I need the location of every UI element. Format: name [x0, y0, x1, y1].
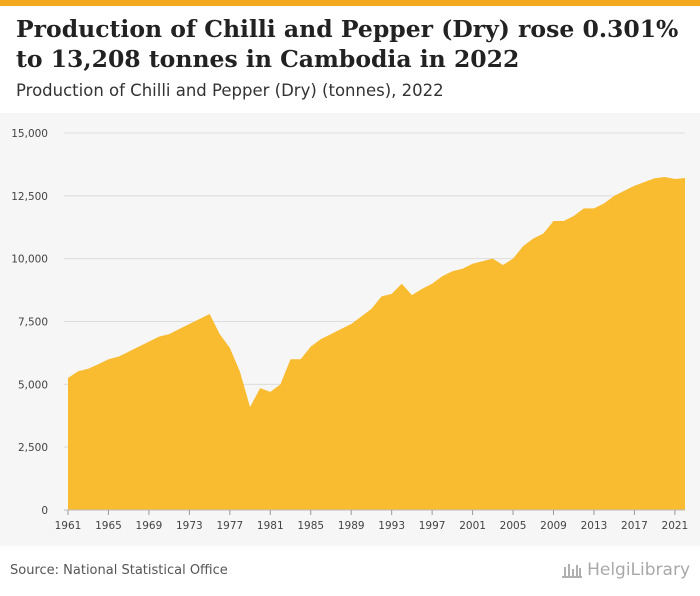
area-chart: 0 2,500 5,000 7,500 10,000 12,500 15,000 1961 19…	[11, 128, 689, 532]
series-area	[68, 176, 685, 510]
logo-text: HelgiLibrary	[587, 560, 690, 580]
x-tick-label: 2017	[621, 520, 648, 532]
y-tick-label: 15,000	[11, 128, 48, 140]
x-tick-label: 1961	[55, 520, 82, 532]
x-tick-label: 1977	[216, 520, 243, 532]
helgi-library-logo: HelgiLibrary	[561, 560, 690, 580]
x-tick-label: 2001	[459, 520, 486, 532]
x-tick-label: 1989	[338, 520, 365, 532]
x-tick-label: 2009	[540, 520, 567, 532]
top-accent-bar	[0, 0, 700, 6]
x-tick-label: 1969	[136, 520, 163, 532]
y-tick-label: 0	[41, 505, 48, 517]
x-tick-label: 2021	[662, 520, 689, 532]
y-tick-label: 10,000	[11, 254, 48, 266]
x-tick-label: 2013	[581, 520, 608, 532]
x-tick-label: 2005	[500, 520, 527, 532]
x-tick-label: 1973	[176, 520, 203, 532]
chart-area: 0 2,500 5,000 7,500 10,000 12,500 15,000 1961 19…	[0, 113, 700, 546]
x-tick-label: 1985	[297, 520, 324, 532]
chart-subtitle: Production of Chilli and Pepper (Dry) (t…	[16, 81, 444, 100]
x-tick-label: 1965	[95, 520, 122, 532]
y-tick-label: 12,500	[11, 191, 48, 203]
source-note: Source: National Statistical Office	[10, 563, 228, 578]
library-building-icon	[562, 564, 583, 578]
y-tick-label: 7,500	[18, 317, 48, 329]
x-tick-label: 1997	[419, 520, 446, 532]
x-tick-label: 1993	[378, 520, 405, 532]
chart-title: Production of Chilli and Pepper (Dry) ro…	[16, 15, 679, 73]
y-tick-label: 5,000	[18, 379, 48, 391]
x-tick-label: 1981	[257, 520, 284, 532]
y-tick-label: 2,500	[18, 442, 48, 454]
